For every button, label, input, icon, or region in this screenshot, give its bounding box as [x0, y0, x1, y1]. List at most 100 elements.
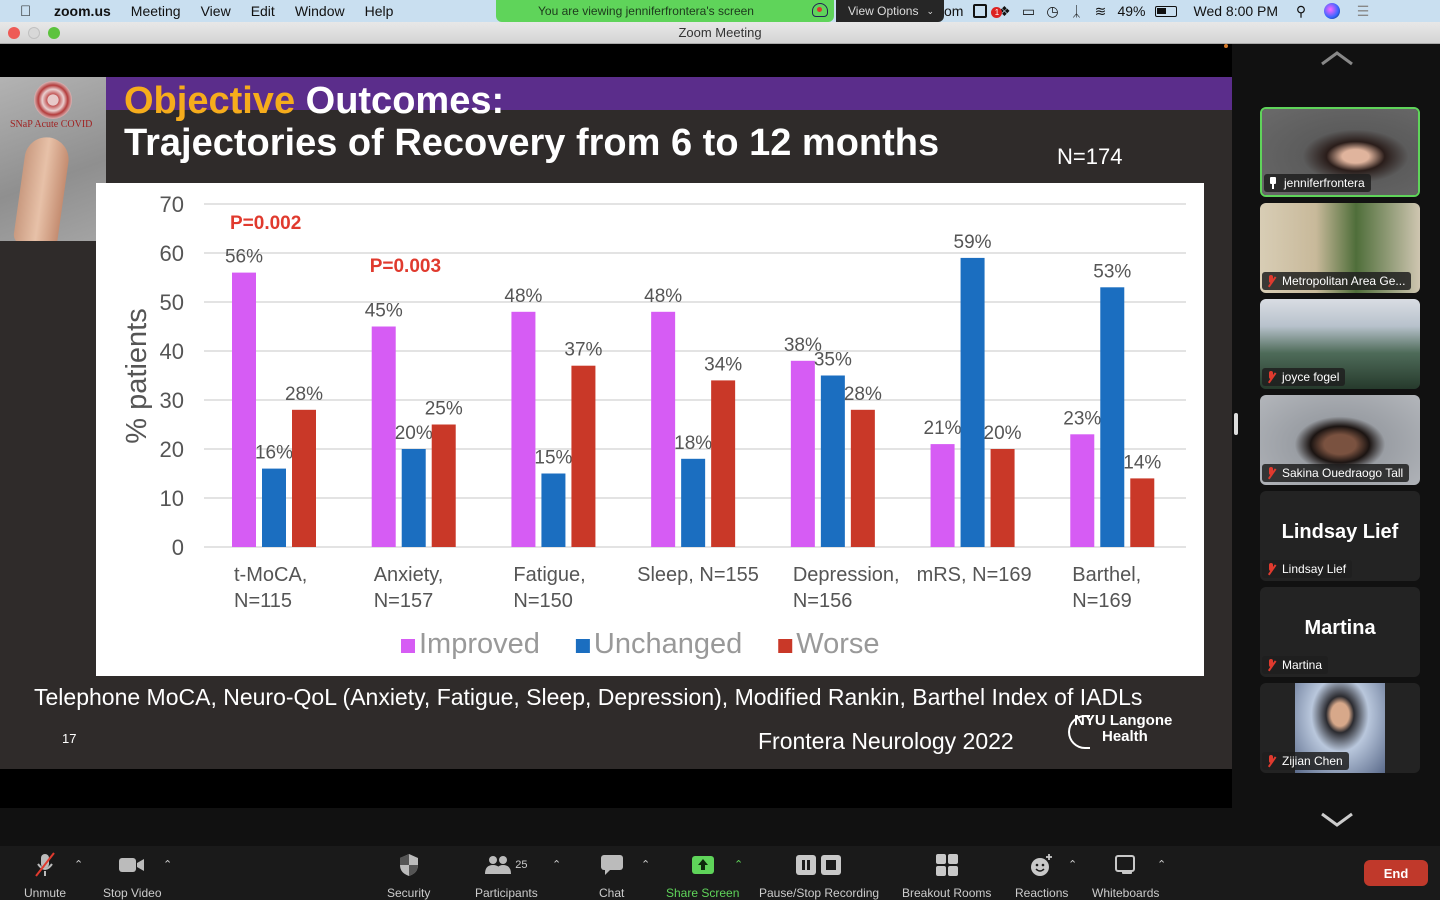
apple-icon[interactable]:  — [20, 3, 36, 20]
p-value-annotation: P=0.002 — [230, 213, 301, 234]
whiteboards-button[interactable]: Whiteboards — [1092, 852, 1159, 900]
video-options-caret-icon[interactable]: ⌃ — [163, 859, 173, 871]
meeting-toolbar: Unmute ⌃ Stop Video ⌃ Security 25 Partic… — [0, 846, 1440, 900]
recording-label: Pause/Stop Recording — [759, 886, 880, 900]
data-label: 21% — [924, 418, 962, 439]
y-tick-label: 50 — [160, 290, 184, 315]
time-machine-icon[interactable]: ◷ — [1046, 2, 1059, 19]
airplay-icon[interactable]: ▭ — [1021, 2, 1036, 19]
view-options-button[interactable]: View Options ⌄ — [836, 0, 944, 22]
maximize-window-button[interactable] — [48, 27, 60, 39]
menu-help[interactable]: Help — [364, 3, 394, 19]
data-label: 23% — [1063, 408, 1101, 429]
share-caret-icon[interactable]: ⌃ — [734, 859, 744, 871]
security-button[interactable]: Security — [387, 852, 430, 900]
bar-improved — [790, 360, 815, 547]
x-tick-label: N=156 — [793, 590, 853, 612]
logo-text: SNaP Acute COVID — [10, 119, 93, 130]
muted-mic-icon — [1266, 563, 1276, 575]
title-band — [106, 77, 1232, 110]
reactions-caret-icon[interactable]: ⌃ — [1068, 859, 1078, 871]
participant-gallery: jenniferfrontera Metropolitan Area Ge...… — [1232, 44, 1440, 846]
participant-tile[interactable]: Sakina Ouedraogo Tall — [1260, 395, 1420, 485]
y-tick-label: 30 — [160, 388, 184, 413]
gallery-scroll-up-icon[interactable] — [1320, 50, 1354, 70]
presentation-slide: SNaP Acute COVID Objective Outcomes: Tra… — [0, 77, 1232, 769]
close-window-button[interactable] — [8, 27, 20, 39]
x-tick-label: N=115 — [234, 590, 292, 612]
wifi-icon[interactable]: ≋ — [1094, 2, 1107, 19]
participant-name: Metropolitan Area Ge... — [1282, 274, 1406, 288]
unmute-button[interactable]: Unmute — [24, 852, 66, 900]
participants-caret-icon[interactable]: ⌃ — [552, 859, 562, 871]
siri-icon[interactable] — [1324, 3, 1341, 19]
bar-unchanged — [1100, 287, 1125, 547]
menu-meeting[interactable]: Meeting — [130, 3, 181, 19]
battery-icon[interactable] — [1155, 5, 1178, 17]
whiteboards-caret-icon[interactable]: ⌃ — [1157, 859, 1167, 871]
end-meeting-button[interactable]: End — [1364, 860, 1428, 886]
snap-covid-logo: SNaP Acute COVID — [0, 77, 106, 241]
participant-tile[interactable]: jenniferfrontera — [1260, 107, 1420, 197]
participants-icon: 25 — [485, 852, 527, 878]
control-center-icon[interactable]: ☰ — [1356, 2, 1370, 19]
menu-window[interactable]: Window — [294, 3, 345, 19]
data-label: 48% — [504, 286, 542, 307]
data-label: 28% — [844, 384, 882, 405]
menu-app-name[interactable]: zoom.us — [54, 3, 111, 19]
participant-tile[interactable]: joyce fogel — [1260, 299, 1420, 389]
participant-tile[interactable]: Lindsay Lief Lindsay Lief — [1260, 491, 1420, 581]
battery-percent: 49% — [1117, 3, 1146, 19]
reactions-button[interactable]: Reactions — [1015, 852, 1068, 900]
chat-button[interactable]: Chat — [599, 852, 624, 900]
participants-count: 25 — [515, 859, 528, 871]
chat-bubble-icon — [600, 852, 624, 878]
participant-name-tag: joyce fogel — [1262, 368, 1346, 386]
drive-icon[interactable] — [973, 4, 988, 18]
chat-caret-icon[interactable]: ⌃ — [641, 859, 651, 871]
bar-unchanged — [820, 375, 845, 547]
legend-swatch — [575, 639, 590, 653]
x-tick-label: Barthel, — [1072, 564, 1141, 586]
data-label: 14% — [1123, 452, 1161, 473]
menu-edit[interactable]: Edit — [250, 3, 275, 19]
minimize-window-button[interactable] — [28, 27, 40, 39]
data-label: 38% — [784, 335, 822, 356]
audio-options-caret-icon[interactable]: ⌃ — [74, 859, 84, 871]
recording-button[interactable]: Pause/Stop Recording — [759, 852, 879, 900]
gallery-resize-handle[interactable] — [1234, 413, 1238, 435]
stop-video-button[interactable]: Stop Video — [103, 852, 162, 900]
legend-label: Improved — [419, 628, 540, 660]
bluetooth-icon[interactable]: ᛣ — [1072, 3, 1081, 19]
participant-tile[interactable]: Martina Martina — [1260, 587, 1420, 677]
data-label: 16% — [255, 443, 293, 464]
y-tick-label: 60 — [160, 241, 184, 266]
shield-icon — [398, 852, 420, 878]
viewing-banner: You are viewing jenniferfrontera's scree… — [496, 0, 834, 22]
legend-label: Worse — [796, 628, 879, 660]
menu-view[interactable]: View — [200, 3, 231, 19]
dropbox-icon[interactable]: ❖ — [991, 3, 1011, 20]
search-icon[interactable]: ⚲ — [1295, 2, 1307, 19]
participants-button[interactable]: 25 Participants — [475, 852, 538, 900]
x-tick-label: N=169 — [1072, 590, 1132, 612]
clock[interactable]: Wed 8:00 PM — [1193, 3, 1279, 19]
bar-improved — [930, 444, 955, 547]
slide-title-rest: Outcomes: — [295, 80, 505, 122]
data-label: 45% — [365, 301, 403, 322]
chat-label: Chat — [599, 886, 625, 900]
window-titlebar: Zoom Meeting — [0, 22, 1440, 44]
data-label: 53% — [1093, 261, 1131, 282]
participant-tile[interactable]: Metropolitan Area Ge... — [1260, 203, 1420, 293]
y-tick-label: 0 — [172, 535, 184, 560]
breakout-rooms-button[interactable]: Breakout Rooms — [902, 852, 991, 900]
breakout-rooms-icon — [935, 852, 958, 878]
bar-worse — [1130, 478, 1155, 547]
muted-mic-icon — [1266, 755, 1276, 767]
muted-mic-icon — [1266, 275, 1276, 287]
y-tick-label: 40 — [160, 339, 184, 364]
share-screen-button[interactable]: Share Screen — [666, 852, 739, 900]
gallery-scroll-down-icon[interactable] — [1320, 812, 1354, 832]
participant-tile[interactable]: Zijian Chen — [1260, 683, 1420, 773]
whiteboards-label: Whiteboards — [1092, 886, 1160, 900]
